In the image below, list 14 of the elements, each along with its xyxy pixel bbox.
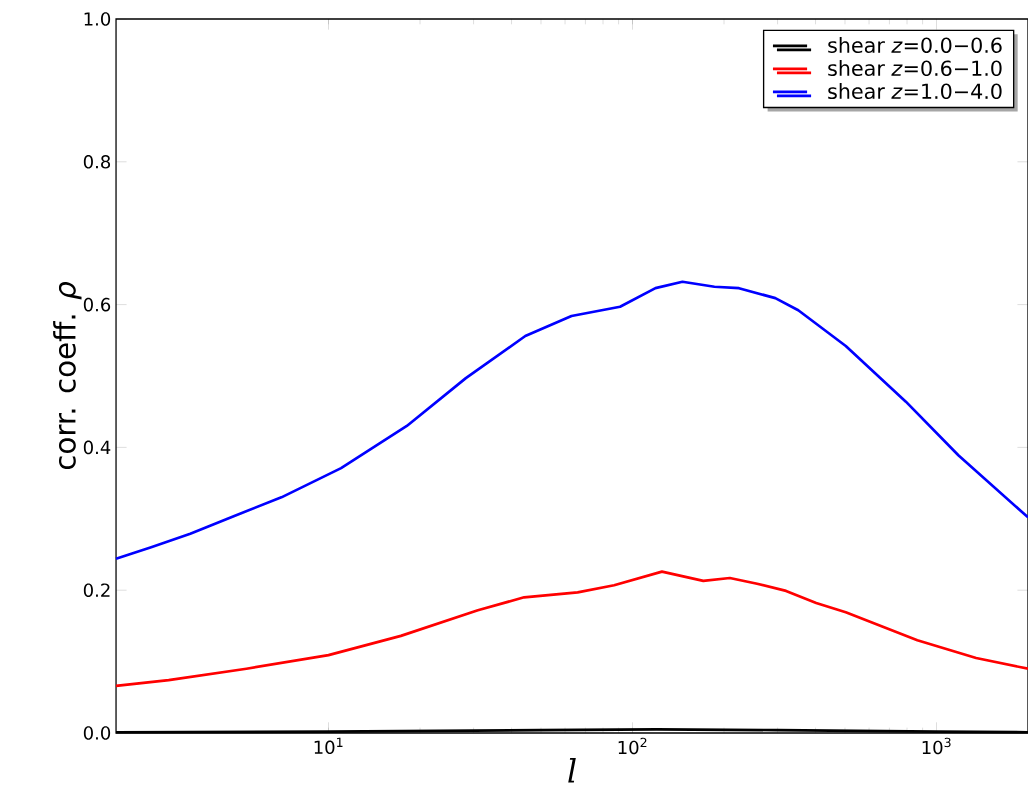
x-tick-label: 10$^{1}$	[314, 737, 343, 755]
y-tick-label: 0.0	[83, 726, 111, 740]
y-tick-label: 0.2	[83, 583, 110, 597]
y-tick-label: 0.8	[83, 154, 111, 169]
x-tick-label: 10$^{2}$	[618, 737, 647, 755]
y-axis-title: corr. coeff. ρ	[53, 282, 82, 470]
legend-label: shear z=0.0−0.6	[828, 37, 1002, 54]
y-tick-label: 1.0	[84, 12, 111, 26]
x-axis-title: l	[568, 758, 576, 783]
legend-label: shear z=0.6−1.0	[828, 60, 1002, 77]
y-tick-label: 0.4	[83, 440, 111, 455]
x-tick-label: 10$^{3}$	[922, 737, 951, 755]
y-tick-label: 0.6	[83, 297, 111, 312]
legend-label: shear z=1.0−4.0	[828, 83, 1002, 100]
